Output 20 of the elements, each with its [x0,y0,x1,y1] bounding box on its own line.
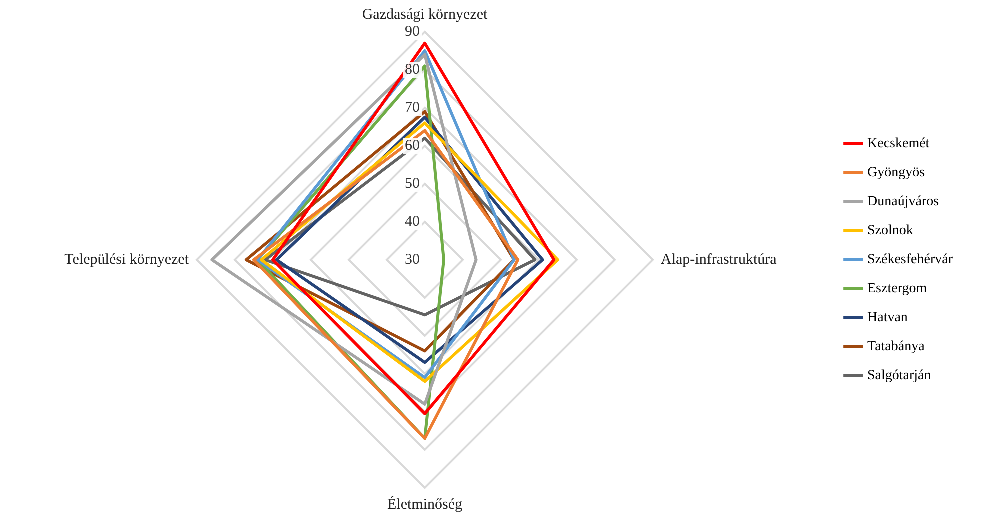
spoke-label: Életminőség [388,496,463,513]
y-tick-label: 70 [405,100,420,116]
legend-label: Szolnok [867,224,914,239]
legend-label: Tatabánya [867,340,926,355]
legend-label: Gyöngyös [867,166,926,181]
legend-label: Esztergom [867,282,928,297]
y-tick-label: 80 [405,62,420,78]
y-tick-label: 50 [405,176,420,192]
spoke-label: Alap-infrastruktúra [661,252,778,268]
legend-label: Kecskemét [867,136,930,152]
legend-label: Salgótarján [867,368,932,384]
legend-label: Székesfehérvár [867,252,954,268]
y-tick-label: 90 [405,24,420,40]
y-tick-label: 40 [405,214,420,230]
spoke-label: Gazdasági környezet [362,6,489,23]
legend-label: Hatvan [867,310,908,326]
y-tick-label: 60 [405,138,420,154]
spoke-label: Települési környezet [64,252,190,268]
legend-label: Dunaújváros [867,194,940,210]
y-tick-label: 30 [405,252,420,268]
